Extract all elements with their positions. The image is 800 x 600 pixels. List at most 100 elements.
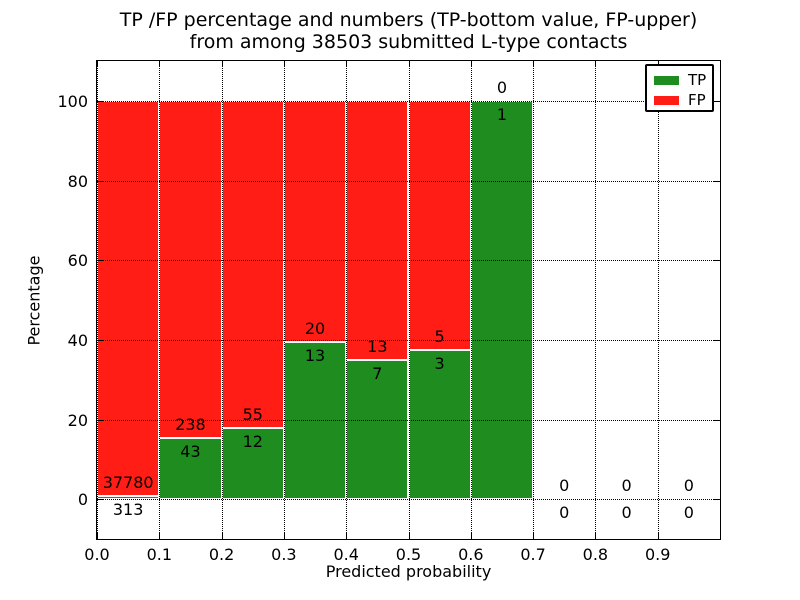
tp-count-label-8: 0 — [621, 503, 632, 523]
gridline-x-0.3 — [283, 61, 285, 539]
xtick-bottom-0.2 — [221, 533, 223, 539]
fp-count-label-5: 5 — [434, 326, 445, 346]
x-tick-label-0.2: 0.2 — [208, 545, 235, 564]
xtick-bottom-0.9 — [657, 533, 659, 539]
x-tick-label-0.3: 0.3 — [271, 545, 297, 564]
xtick-bottom-0.6 — [470, 533, 472, 539]
tp-count-label-3: 13 — [304, 346, 326, 366]
xtick-top-0.0 — [97, 61, 98, 67]
xtick-top-0.5 — [408, 61, 410, 67]
fp-count-label-4: 13 — [367, 336, 388, 356]
xtick-bottom-0.7 — [533, 533, 535, 539]
x-tick-label-0.5: 0.5 — [395, 545, 422, 564]
gridline-x-0.8 — [595, 61, 597, 539]
tp-count-label-9: 0 — [683, 503, 694, 523]
xtick-bottom-0.3 — [283, 533, 285, 539]
x-tick-label-0.4: 0.4 — [333, 545, 359, 564]
gridline-x-0.2 — [221, 61, 223, 539]
xtick-bottom-0.1 — [159, 533, 161, 539]
y-tick-label-60: 60 — [67, 251, 88, 271]
legend-label-fp: FP — [688, 91, 706, 109]
ytick-left-20 — [97, 419, 103, 421]
y-tick-label-40: 40 — [67, 330, 88, 350]
x-tick-label-0.0: 0.0 — [84, 545, 110, 564]
xtick-top-0.4 — [346, 61, 348, 67]
bar-fp-5 — [408, 100, 471, 350]
ytick-left-40 — [97, 339, 103, 341]
y-tick-label-20: 20 — [67, 410, 88, 430]
xtick-top-0.1 — [159, 61, 161, 67]
bar-fp-0 — [97, 100, 160, 496]
fp-count-label-8: 0 — [621, 476, 632, 496]
gridline-x-0.5 — [408, 61, 410, 539]
gridline-x-0.6 — [470, 61, 472, 539]
bar-tp-5 — [408, 349, 471, 500]
chart-title-line1: TP /FP percentage and numbers (TP-bottom… — [119, 9, 698, 31]
xtick-bottom-0.0 — [97, 533, 98, 539]
x-tick-label-0.8: 0.8 — [582, 545, 609, 564]
xtick-bottom-0.4 — [346, 533, 348, 539]
x-axis-title: Predicted probability — [325, 562, 492, 581]
fp-count-label-1: 238 — [175, 415, 206, 435]
gridline-x-0.9 — [657, 61, 659, 539]
xtick-top-0.2 — [221, 61, 223, 67]
legend-item-tp: TP — [654, 70, 712, 90]
bar-fp-4 — [346, 100, 409, 360]
tp-count-label-1: 43 — [180, 442, 201, 462]
gridline-x-0.7 — [533, 61, 535, 539]
ytick-left-60 — [97, 260, 103, 262]
xtick-top-0.7 — [533, 61, 535, 67]
fp-count-label-6: 0 — [496, 77, 508, 97]
tp-count-label-5: 3 — [434, 353, 445, 373]
ytick-left-80 — [97, 180, 103, 182]
legend-swatch-tp-icon — [654, 75, 679, 85]
xtick-top-0.8 — [595, 61, 597, 67]
gridline-x-0.4 — [346, 61, 348, 539]
y-axis-title: Percentage — [24, 255, 44, 346]
bar-tp-3 — [283, 342, 347, 500]
bar-tp-4 — [346, 359, 409, 500]
tp-count-label-0: 313 — [112, 499, 144, 519]
fp-count-label-9: 0 — [683, 476, 694, 496]
x-tick-label-0.7: 0.7 — [520, 545, 546, 564]
ytick-right-60 — [714, 260, 720, 262]
fp-count-label-3: 20 — [304, 319, 326, 339]
y-tick-label-80: 80 — [67, 171, 88, 191]
bar-fp-2 — [221, 100, 284, 428]
fp-count-label-7: 0 — [559, 476, 570, 496]
ytick-right-80 — [714, 180, 720, 182]
ytick-left-0 — [97, 499, 103, 501]
x-tick-label-0.1: 0.1 — [146, 545, 173, 564]
legend-item-fp: FP — [654, 90, 712, 110]
tp-count-label-2: 12 — [242, 431, 263, 451]
xtick-top-0.6 — [470, 61, 472, 67]
legend-swatch-fp-icon — [654, 95, 679, 105]
tp-count-label-6: 1 — [496, 104, 508, 124]
legend: TP FP — [645, 64, 714, 112]
ytick-right-0 — [714, 499, 720, 501]
ytick-right-100 — [714, 100, 720, 102]
gridline-x-0.1 — [159, 61, 161, 539]
bar-fp-1 — [159, 100, 222, 439]
gridline-x-0.0 — [97, 61, 98, 539]
bar-tp-6 — [470, 100, 534, 500]
bar-tp-1 — [159, 438, 222, 500]
tp-count-label-7: 0 — [559, 503, 570, 523]
ytick-left-100 — [97, 100, 103, 102]
fp-count-label-0: 37780 — [102, 472, 154, 492]
fp-count-label-2: 55 — [242, 404, 263, 424]
y-tick-label-0: 0 — [77, 490, 88, 510]
xtick-bottom-0.5 — [408, 533, 410, 539]
y-tick-label-100: 100 — [57, 91, 88, 111]
legend-label-tp: TP — [688, 71, 707, 89]
ytick-right-40 — [714, 339, 720, 341]
xtick-bottom-0.8 — [595, 533, 597, 539]
ytick-right-20 — [714, 419, 720, 421]
x-tick-label-0.9: 0.9 — [644, 545, 671, 564]
x-tick-label-0.6: 0.6 — [458, 545, 484, 564]
chart-title: TP /FP percentage and numbers (TP-bottom… — [88, 9, 729, 53]
bar-fp-3 — [283, 100, 347, 343]
tp-count-label-4: 7 — [372, 363, 383, 383]
xtick-top-0.3 — [283, 61, 285, 67]
